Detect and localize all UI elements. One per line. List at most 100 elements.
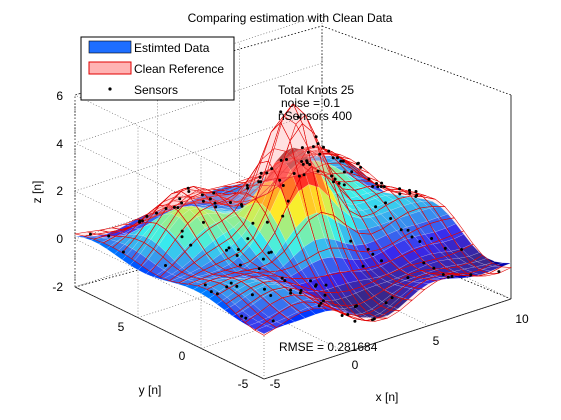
z-axis-label: z [n]	[30, 181, 44, 204]
surface-patch	[208, 291, 228, 305]
sensor-point	[349, 239, 353, 243]
grid-line	[74, 238, 265, 332]
sensor-point	[314, 284, 317, 288]
sensor-point	[229, 201, 232, 204]
surface-patch	[239, 316, 259, 327]
sensor-point	[164, 207, 168, 210]
x-tick-0: 0	[352, 358, 359, 372]
legend-label-clean: Clean Reference	[134, 62, 224, 76]
sensor-point	[414, 190, 418, 193]
x-tick-minus5: -5	[270, 377, 281, 391]
sensor-point	[317, 304, 321, 308]
sensor-point	[176, 206, 180, 210]
sensor-point	[283, 279, 287, 283]
sensor-point	[281, 184, 285, 187]
surface-patch	[106, 241, 126, 255]
sensor-point	[267, 251, 271, 255]
surface-patch	[492, 262, 512, 268]
surface-patch	[316, 212, 336, 241]
legend-swatch-clean	[88, 61, 132, 75]
legend-label-estimated: Estimted Data	[134, 41, 210, 55]
sensor-point	[235, 254, 239, 257]
sensor-point	[300, 146, 304, 150]
sensor-point	[280, 276, 284, 280]
surface-patch	[298, 184, 317, 218]
sensor-point	[380, 259, 383, 263]
sensor-point	[200, 193, 204, 197]
z-tick-0: 0	[56, 232, 63, 246]
surface-patch	[375, 234, 395, 252]
surface-patch	[129, 253, 149, 271]
y-tick-0: 0	[179, 349, 186, 363]
sensor-point	[296, 115, 300, 119]
surface-patch	[289, 300, 308, 313]
sensor-point	[212, 191, 216, 195]
sensor-point	[172, 205, 176, 209]
sensor-point	[187, 190, 191, 193]
surface-patch	[344, 243, 364, 261]
surface-patch	[347, 227, 367, 246]
surface-patch	[249, 231, 268, 258]
sensor-point	[337, 181, 341, 185]
surface-patch	[121, 248, 141, 266]
sensor-point	[246, 237, 250, 241]
surface-patch	[153, 269, 173, 280]
sensor-point	[366, 247, 370, 251]
sensor-point	[300, 160, 304, 163]
sensor-point	[382, 185, 386, 189]
surface-patch	[258, 316, 278, 327]
sensor-point	[261, 257, 265, 261]
mesh-patch	[254, 321, 277, 336]
sensor-point	[332, 180, 335, 184]
sensor-point	[380, 181, 384, 185]
sensor-point	[406, 228, 410, 232]
z-tick-4: 4	[56, 137, 63, 151]
sensor-point	[225, 285, 229, 289]
sensor-point	[271, 319, 275, 323]
sensor-point	[250, 293, 254, 297]
sensor-point	[375, 182, 378, 185]
sensor-point	[319, 301, 323, 305]
sensor-point	[269, 294, 273, 297]
sensor-points	[88, 110, 501, 323]
surface-patch	[437, 259, 458, 268]
sensor-point	[251, 221, 255, 225]
sensor-point	[399, 228, 403, 232]
sensor-point	[240, 314, 244, 318]
surface-patch	[399, 288, 419, 300]
sensor-point	[244, 316, 248, 320]
surface-patch	[272, 159, 291, 190]
sensor-point	[245, 184, 249, 187]
sensor-point	[356, 162, 359, 166]
sensor-point	[408, 191, 412, 195]
sensor-point	[215, 292, 219, 296]
sensor-point	[180, 201, 184, 205]
chart-title: Comparing estimation with Clean Data	[188, 11, 393, 25]
sensor-point	[214, 205, 218, 209]
sensor-point	[322, 145, 325, 149]
grid-line	[74, 110, 323, 192]
sensor-point	[189, 243, 193, 247]
sensor-point	[398, 187, 402, 191]
sensor-point	[301, 162, 305, 166]
sensor-point	[164, 264, 167, 267]
sensor-point	[286, 199, 290, 203]
sensor-point	[281, 214, 285, 218]
sensor-point	[398, 192, 402, 196]
z-tick-6: 6	[56, 89, 63, 103]
sensor-point	[422, 261, 426, 265]
grid-line	[74, 142, 265, 236]
sensor-point	[289, 291, 293, 295]
sensor-point	[341, 159, 345, 163]
sensor-point	[367, 177, 371, 181]
sensor-point	[443, 246, 447, 250]
x-axis-label: x [n]	[376, 390, 399, 404]
sensor-point	[415, 193, 419, 197]
sensor-point	[408, 188, 411, 192]
surface-patch	[218, 284, 238, 298]
sensor-point	[202, 220, 205, 224]
sensor-point	[225, 248, 228, 252]
y-tick-minus5: -5	[238, 377, 249, 391]
sensor-point	[155, 211, 158, 215]
sensor-point	[384, 301, 388, 305]
